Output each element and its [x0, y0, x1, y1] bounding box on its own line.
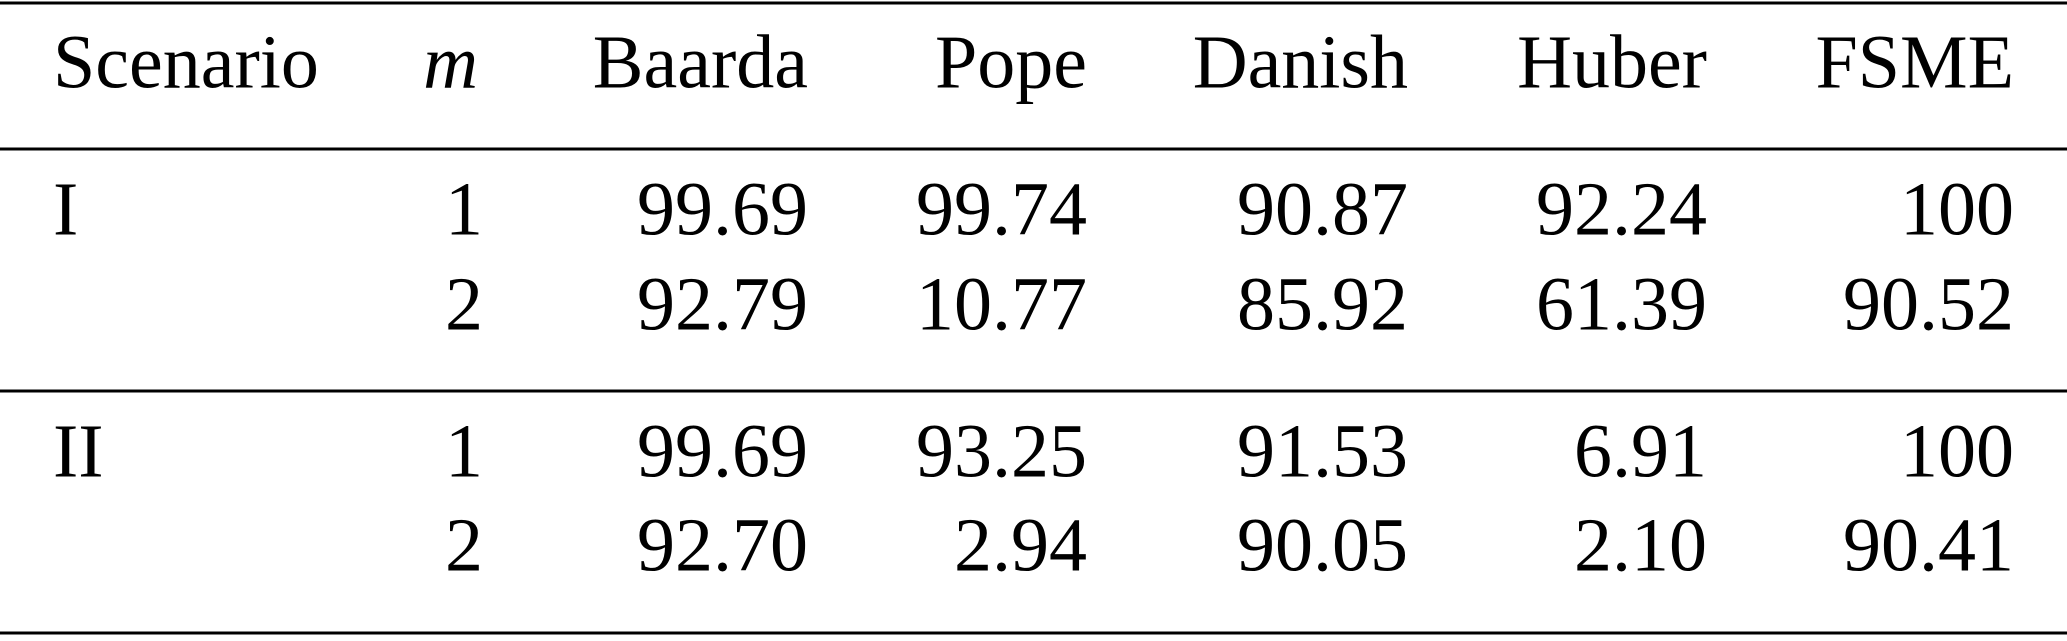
cell: 91.53 [1237, 409, 1408, 493]
scenario-cell: II [53, 409, 104, 493]
cell: 90.87 [1237, 167, 1408, 251]
cell: 92.24 [1536, 167, 1707, 251]
cell: 90.41 [1843, 503, 2014, 587]
cell: 92.79 [637, 262, 808, 346]
cell: 2 [445, 262, 483, 346]
cell: 90.05 [1237, 503, 1408, 587]
header-cell: Scenario [53, 20, 319, 104]
header-cell: Huber [1517, 20, 1707, 104]
cell: 99.69 [637, 167, 808, 251]
cell: 90.52 [1843, 262, 2014, 346]
cell: 99.74 [916, 167, 1087, 251]
cell: 10.77 [916, 262, 1087, 346]
cell: 2.10 [1574, 503, 1707, 587]
header-cell: m [423, 20, 478, 104]
cell: 61.39 [1536, 262, 1707, 346]
cell: 2.94 [954, 503, 1087, 587]
cell: 100 [1900, 167, 2014, 251]
cell: 1 [445, 409, 483, 493]
header-cell: Danish [1193, 20, 1408, 104]
cell: 6.91 [1574, 409, 1707, 493]
cell: 1 [445, 167, 483, 251]
header-cell: Baarda [593, 20, 808, 104]
cell: 100 [1900, 409, 2014, 493]
header-cell: FSME [1815, 20, 2014, 104]
scenario-cell: I [53, 167, 78, 251]
cell: 85.92 [1237, 262, 1408, 346]
cell: 92.70 [637, 503, 808, 587]
cell: 99.69 [637, 409, 808, 493]
header-cell: Pope [935, 20, 1087, 104]
cell: 2 [445, 503, 483, 587]
cell: 93.25 [916, 409, 1087, 493]
